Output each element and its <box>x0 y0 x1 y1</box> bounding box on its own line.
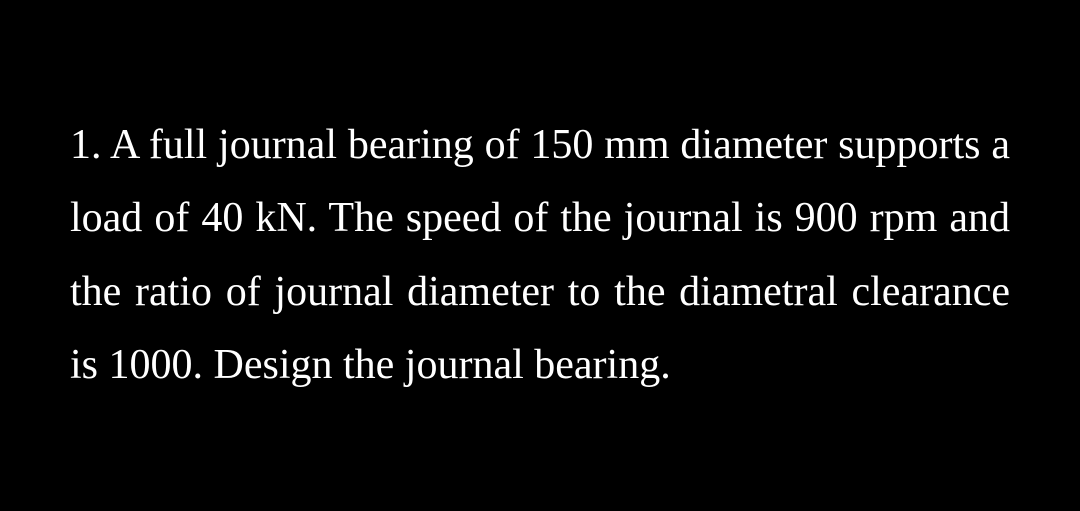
problem-container: 1. A full journal bearing of 150 mm diam… <box>70 109 1010 403</box>
problem-text: 1. A full journal bearing of 150 mm diam… <box>70 109 1010 403</box>
